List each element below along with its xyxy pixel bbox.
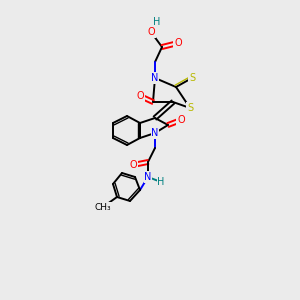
Text: S: S	[187, 103, 193, 113]
Text: N: N	[144, 172, 152, 182]
Text: O: O	[174, 38, 182, 48]
Text: O: O	[129, 160, 137, 170]
Text: H: H	[153, 17, 161, 27]
Text: N: N	[151, 73, 159, 83]
Text: CH₃: CH₃	[95, 202, 111, 211]
Text: O: O	[136, 91, 144, 101]
Text: N: N	[151, 128, 159, 138]
Text: S: S	[189, 73, 195, 83]
Text: O: O	[147, 27, 155, 37]
Text: O: O	[177, 115, 185, 125]
Text: H: H	[157, 177, 165, 187]
